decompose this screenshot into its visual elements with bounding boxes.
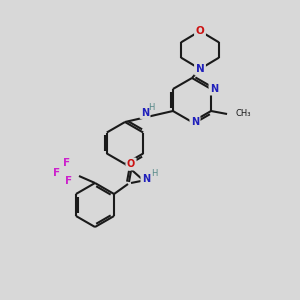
Text: N: N: [210, 84, 218, 94]
Text: N: N: [141, 107, 149, 118]
Text: H: H: [148, 103, 154, 112]
Text: F: F: [65, 176, 73, 186]
Text: O: O: [196, 26, 204, 36]
Text: CH₃: CH₃: [235, 110, 250, 118]
Text: F: F: [63, 158, 70, 168]
Text: N: N: [142, 174, 150, 184]
Text: H: H: [151, 169, 157, 178]
Text: N: N: [191, 117, 199, 127]
Text: O: O: [127, 159, 135, 169]
Text: N: N: [196, 64, 204, 74]
Text: F: F: [53, 168, 61, 178]
